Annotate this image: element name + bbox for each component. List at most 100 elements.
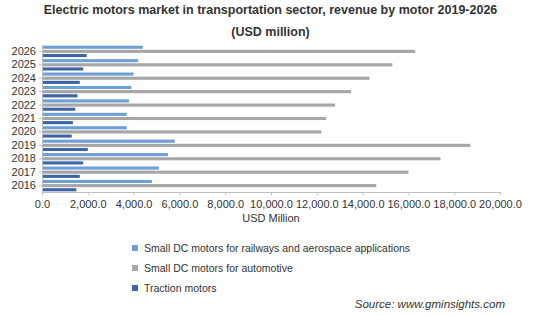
x-axis-title: USD Million: [242, 212, 299, 224]
bar: [42, 73, 134, 76]
chart: Electric motors market in transportation…: [0, 0, 541, 315]
bar: [42, 135, 72, 138]
bar: [42, 153, 168, 156]
bar: [42, 90, 351, 93]
subtitle: (USD million): [231, 25, 309, 39]
x-axis-line: [43, 193, 501, 196]
y-tick-label: 2026: [12, 45, 36, 57]
bar: [42, 113, 127, 116]
x-tick-label: 10,000.0: [250, 198, 293, 210]
x-tick-label: 6,000.0: [162, 198, 199, 210]
y-tick: 2026: [12, 45, 42, 57]
x-tick: 0.0: [35, 192, 50, 210]
y-tick-label: 2022: [12, 99, 36, 111]
bar: [42, 67, 83, 70]
x-axis: 0.02,000.04,000.06,000.08,000.010,000.01…: [35, 192, 522, 210]
x-tick: 18,000.0: [433, 192, 476, 210]
y-tick: 2017: [12, 166, 42, 178]
bars: [42, 46, 470, 192]
bar: [42, 184, 376, 187]
bar: [42, 94, 77, 97]
bar: [42, 171, 408, 174]
y-tick-mark: [39, 185, 42, 186]
x-tick-label: 8,000.0: [207, 198, 244, 210]
x-tick-label: 2,000.0: [70, 198, 107, 210]
y-tick: 2024: [12, 72, 42, 84]
bar: [42, 81, 80, 84]
y-tick-label: 2016: [12, 179, 36, 191]
y-tick: 2018: [12, 152, 42, 164]
x-tick-label: 18,000.0: [433, 198, 476, 210]
y-tick-mark: [39, 91, 42, 92]
y-axis: 20162017 20182019 202020212022 20232024 2025…: [12, 45, 43, 193]
bar: [42, 104, 335, 107]
bar: [42, 130, 321, 133]
bar: [42, 86, 131, 89]
x-tick-mark: [454, 192, 455, 195]
x-tick: 6,000.0: [162, 192, 199, 210]
y-tick-mark: [39, 145, 42, 146]
source-note: Source: www.gminsights.com: [355, 298, 506, 310]
y-tick-label: 2019: [12, 139, 36, 151]
bar: [42, 161, 83, 164]
bar: [42, 117, 326, 120]
x-tick-mark: [363, 192, 364, 195]
bar: [42, 166, 159, 169]
y-tick: 2023: [12, 85, 42, 97]
x-tick: 20,000.0: [479, 192, 522, 210]
legend-label: Small DC motors for railways and aerospa…: [144, 242, 410, 254]
y-tick-label: 2025: [12, 58, 36, 70]
y-tick: 2016: [12, 179, 42, 191]
bar: [42, 188, 76, 191]
legend-label: Traction motors: [144, 282, 217, 294]
title: Electric motors market in transportation…: [44, 3, 498, 17]
y-tick-label: 2017: [12, 166, 36, 178]
bar: [42, 63, 392, 66]
x-tick-mark: [271, 192, 272, 195]
y-tick: 2020: [12, 125, 42, 137]
legend-swatch: [132, 285, 138, 291]
y-tick-mark: [39, 118, 42, 119]
x-tick-label: 12,000.0: [296, 198, 339, 210]
y-tick-label: 2021: [12, 112, 36, 124]
y-tick: 2025: [12, 58, 42, 70]
y-tick-mark: [39, 51, 42, 52]
y-tick: 2019: [12, 139, 42, 151]
x-tick: 2,000.0: [70, 192, 107, 210]
x-tick: 14,000.0: [342, 192, 385, 210]
legend-swatch: [132, 245, 138, 251]
y-tick-mark: [39, 131, 42, 132]
bar: [42, 54, 87, 57]
y-tick-mark: [39, 105, 42, 106]
y-tick-mark: [39, 172, 42, 173]
y-tick-label: 2018: [12, 152, 36, 164]
bar: [42, 59, 138, 62]
x-tick: 10,000.0: [250, 192, 293, 210]
x-tick: 4,000.0: [116, 192, 153, 210]
bar: [42, 50, 415, 53]
x-tick: 8,000.0: [207, 192, 244, 210]
bar: [42, 180, 152, 183]
x-tick-mark: [225, 192, 226, 195]
legend: Small DC motors for railways and aerospa…: [132, 242, 410, 294]
y-tick-mark: [39, 158, 42, 159]
bar: [42, 140, 175, 143]
y-tick-label: 2024: [12, 72, 36, 84]
x-tick-mark: [88, 192, 89, 195]
x-tick-mark: [500, 192, 501, 195]
bar: [42, 77, 369, 80]
bar: [42, 121, 73, 124]
x-tick-label: 20,000.0: [479, 198, 522, 210]
x-tick-mark: [317, 192, 318, 195]
bar: [42, 46, 143, 49]
bar: [42, 99, 129, 102]
x-tick-label: 4,000.0: [116, 198, 153, 210]
bar: [42, 108, 75, 111]
y-axis-line: [42, 46, 43, 193]
x-tick: 12,000.0: [296, 192, 339, 210]
y-tick-label: 2020: [12, 125, 36, 137]
x-tick-mark: [408, 192, 409, 195]
y-tick-mark: [39, 78, 42, 79]
legend-swatch: [132, 265, 138, 271]
x-tick-mark: [134, 192, 135, 195]
